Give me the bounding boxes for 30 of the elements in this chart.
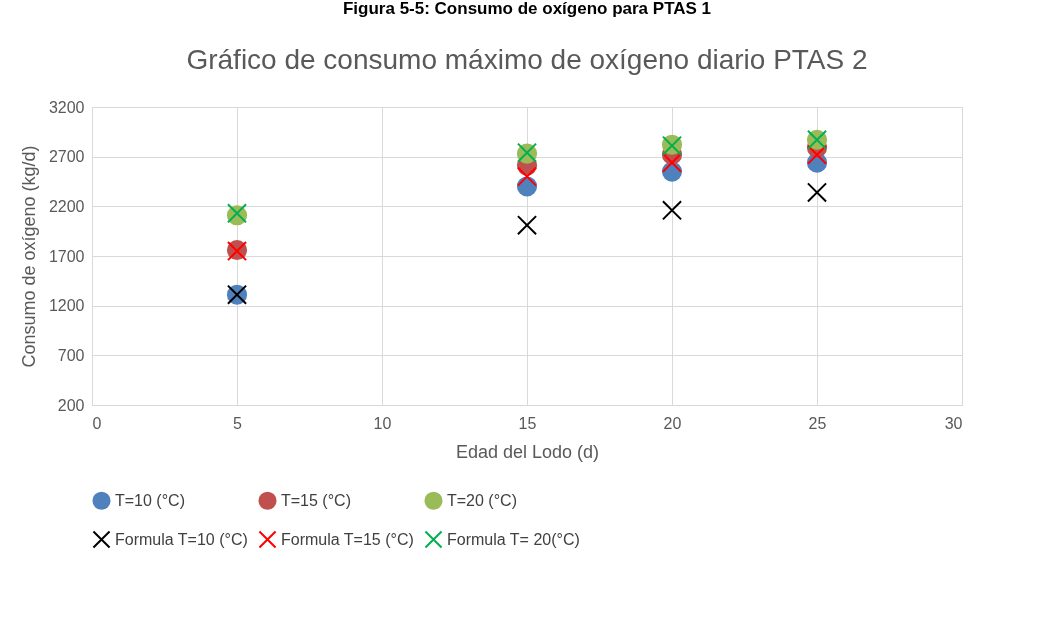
point — [661, 200, 683, 221]
point — [661, 152, 683, 173]
x-tick-label: 15 — [518, 414, 537, 432]
text: Figura 5-5: Consumo de oxígeno para PTAS 1 — [342, 0, 712, 18]
legend-label: T=15 (°C) — [281, 491, 351, 509]
y-tick-label: 2700 — [48, 148, 85, 166]
legend-label: Formula T=10 (°C) — [115, 530, 248, 548]
y-tick-label: 2200 — [48, 197, 85, 215]
y-tick-label: 200 — [57, 396, 85, 414]
x-tick-label: 0 — [92, 414, 102, 432]
legend-label: Formula T=15 (°C) — [281, 530, 414, 548]
x-axis-title: Edad del Lodo (d) — [455, 441, 600, 462]
x-tick-label: 25 — [808, 414, 827, 432]
point — [806, 182, 828, 203]
legend-label: Formula T= 20(°C) — [447, 530, 580, 548]
y-tick-label: 1700 — [48, 247, 85, 265]
x-tick-label: 30 — [944, 414, 963, 432]
x-tick-label: 5 — [233, 414, 243, 432]
x-tick-label: 20 — [663, 414, 682, 432]
chart-title: Gráfico de consumo máximo de oxígeno diario PTAS 2 — [186, 44, 868, 75]
legend-label: T=20 (°C) — [447, 491, 517, 509]
x-tick-label: 10 — [373, 414, 392, 432]
point — [516, 166, 538, 187]
y-tick-label: 1200 — [48, 297, 85, 315]
y-tick-label: 3200 — [48, 98, 85, 116]
y-tick-label: 700 — [57, 346, 85, 364]
point — [516, 215, 538, 236]
legend-label: T=10 (°C) — [115, 491, 185, 509]
y-axis-title: Consumo de oxígeno (kg/d) — [18, 145, 39, 368]
point — [806, 144, 828, 165]
